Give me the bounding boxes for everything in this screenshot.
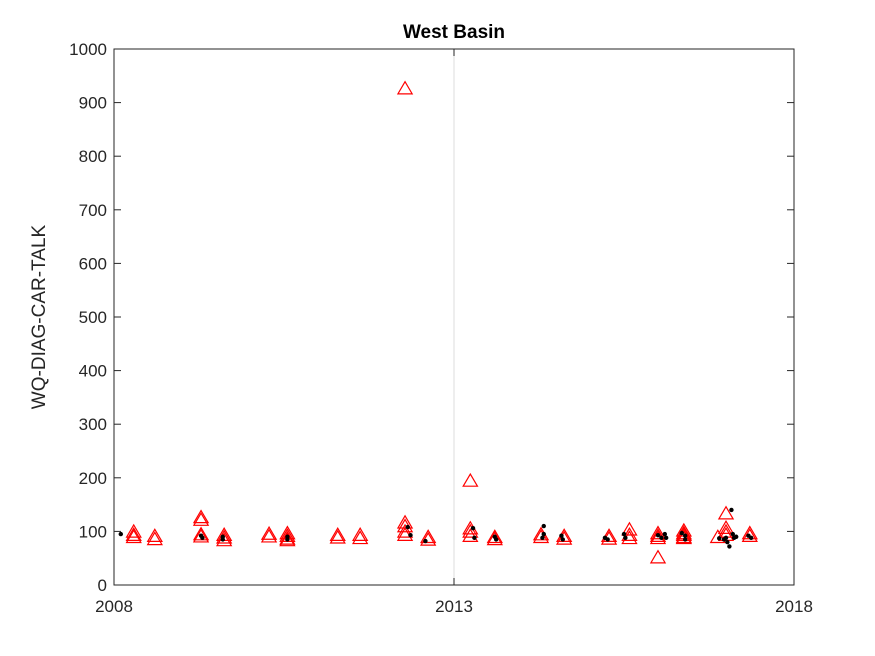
data-point-dot — [472, 535, 477, 541]
data-point-dot — [679, 530, 684, 536]
data-point-triangle — [125, 523, 142, 538]
data-point-dot — [200, 535, 205, 541]
data-point-dot — [493, 537, 499, 542]
data-point-dot — [663, 535, 669, 541]
data-point-dot — [423, 538, 428, 544]
data-markers — [118, 80, 758, 564]
data-point-dot — [220, 537, 225, 542]
data-point-triangle — [215, 529, 233, 544]
data-point-dot — [748, 535, 754, 541]
data-point-dot — [118, 531, 124, 537]
data-point-dot — [470, 525, 476, 531]
y-tick-label: 1000 — [69, 40, 107, 59]
data-point-dot — [560, 537, 565, 542]
x-tick-label: 2008 — [95, 597, 133, 616]
data-point-triangle — [649, 549, 667, 564]
data-point-dot — [540, 535, 545, 541]
data-point-triangle — [717, 505, 735, 520]
data-point-triangle — [260, 525, 278, 540]
data-point-triangle — [192, 509, 210, 524]
data-point-triangle — [260, 528, 278, 543]
data-point-triangle — [555, 530, 573, 545]
y-tick-label: 100 — [79, 522, 107, 541]
data-point-triangle — [125, 527, 142, 541]
y-tick-label: 300 — [79, 415, 107, 434]
data-point-dot — [541, 531, 546, 537]
data-point-triangle — [600, 528, 618, 543]
y-tick-label: 700 — [79, 201, 107, 220]
y-tick-label: 400 — [79, 362, 107, 381]
data-point-triangle — [462, 528, 479, 543]
data-point-triangle — [279, 530, 296, 545]
data-point-triangle — [675, 530, 693, 545]
data-point-triangle — [462, 472, 479, 487]
data-point-dot — [723, 535, 729, 541]
data-point-dot — [717, 536, 722, 541]
data-point-triangle — [351, 530, 369, 545]
data-point-dot — [285, 537, 290, 542]
data-point-triangle — [146, 528, 163, 543]
data-point-dot — [408, 532, 413, 538]
data-point-triangle — [462, 523, 479, 538]
data-point-triangle — [741, 528, 758, 543]
data-point-triangle — [717, 520, 735, 534]
data-point-triangle — [351, 527, 369, 541]
data-point-dot — [729, 507, 734, 513]
data-point-triangle — [215, 532, 233, 547]
data-point-triangle — [192, 511, 210, 526]
data-point-dot — [659, 535, 664, 541]
y-tick-label: 800 — [79, 147, 107, 166]
data-point-triangle — [486, 529, 503, 544]
data-point-dot — [559, 533, 564, 538]
data-point-dot — [683, 533, 688, 538]
plot-area: 0 100 200 300 400 500 600 700 800 900 1000 2008 2013… — [69, 40, 813, 616]
data-point-triangle — [146, 531, 163, 546]
data-point-triangle — [649, 525, 667, 540]
data-point-dot — [541, 523, 546, 529]
data-point-triangle — [396, 80, 414, 95]
data-point-dot — [683, 537, 688, 542]
data-point-dot — [662, 531, 667, 537]
data-point-dot — [730, 531, 735, 537]
data-point-dot — [725, 539, 730, 545]
y-tick-label: 900 — [79, 94, 107, 113]
data-point-dot — [655, 532, 661, 538]
data-point-dot — [405, 524, 410, 530]
data-point-dot — [605, 537, 610, 542]
data-point-triangle — [621, 521, 638, 536]
data-point-dot — [621, 531, 627, 537]
axis-ticks: 0 100 200 300 400 500 600 700 800 900 1000 2008 2013… — [69, 40, 813, 616]
data-point-triangle — [125, 529, 142, 544]
x-tick-label: 2013 — [435, 597, 473, 616]
data-point-triangle — [279, 532, 296, 547]
data-point-triangle — [396, 523, 414, 538]
y-axis-label: WQ-DIAG-CAR-TALK — [29, 224, 50, 409]
data-point-dot — [727, 544, 732, 549]
data-point-triangle — [192, 526, 210, 541]
chart-title: West Basin — [403, 22, 505, 43]
data-point-triangle — [486, 531, 503, 546]
data-point-triangle — [419, 529, 437, 544]
data-point-triangle — [532, 529, 550, 544]
y-tick-label: 0 — [98, 576, 107, 595]
data-point-dot — [734, 534, 739, 539]
data-point-triangle — [329, 527, 346, 541]
data-point-triangle — [649, 528, 667, 543]
x-tick-label: 2018 — [775, 597, 813, 616]
y-tick-label: 600 — [79, 254, 107, 273]
data-point-triangle — [329, 529, 346, 544]
y-tick-label: 500 — [79, 308, 107, 327]
data-point-triangle — [192, 528, 210, 543]
data-point-dot — [623, 535, 628, 541]
y-tick-label: 200 — [79, 469, 107, 488]
data-point-triangle — [717, 527, 735, 541]
